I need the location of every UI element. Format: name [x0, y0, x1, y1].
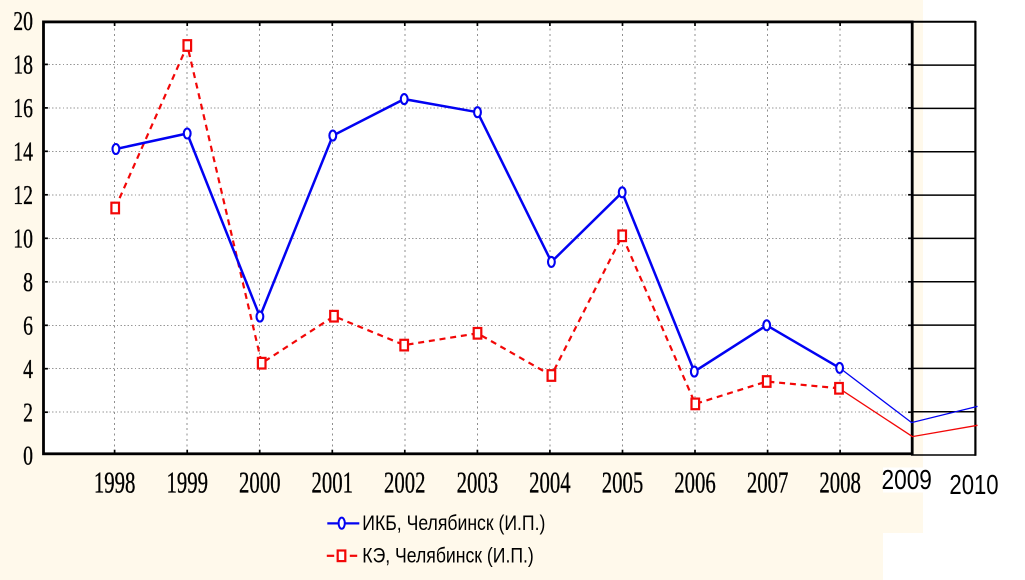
svg-text:16: 16: [13, 94, 33, 124]
svg-text:1999: 1999: [166, 464, 208, 499]
svg-text:8: 8: [23, 268, 33, 298]
svg-text:1998: 1998: [94, 464, 136, 499]
svg-text:10: 10: [13, 225, 33, 255]
svg-text:2001: 2001: [312, 464, 354, 499]
svg-text:КЭ, Челябинск (И.П.): КЭ, Челябинск (И.П.): [362, 544, 533, 568]
svg-text:14: 14: [13, 138, 33, 168]
svg-text:6: 6: [23, 312, 33, 342]
svg-text:2003: 2003: [457, 464, 499, 499]
svg-text:4: 4: [23, 355, 33, 385]
svg-text:2007: 2007: [747, 464, 789, 499]
svg-text:2008: 2008: [819, 464, 861, 499]
svg-text:2: 2: [23, 399, 33, 429]
svg-text:ИКБ, Челябинск (И.П.): ИКБ, Челябинск (И.П.): [362, 512, 545, 536]
svg-text:2009: 2009: [881, 465, 931, 496]
svg-text:2005: 2005: [602, 464, 644, 499]
svg-text:2010: 2010: [949, 470, 998, 501]
svg-text:12: 12: [13, 181, 33, 211]
svg-text:2006: 2006: [674, 464, 716, 499]
svg-text:2000: 2000: [239, 464, 281, 499]
svg-text:18: 18: [13, 51, 33, 81]
svg-text:2004: 2004: [529, 464, 571, 499]
svg-text:2002: 2002: [384, 464, 426, 499]
svg-text:0: 0: [23, 441, 33, 471]
svg-text:20: 20: [13, 7, 33, 37]
